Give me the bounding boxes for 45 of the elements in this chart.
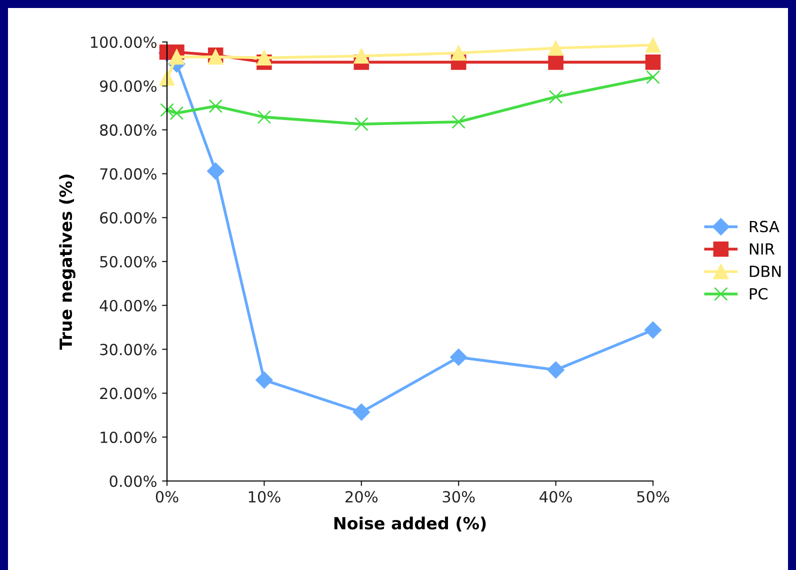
point	[352, 404, 370, 421]
y-tick-label: 50.00%	[100, 256, 156, 268]
x-axis-title: Noise added (%)	[334, 516, 486, 532]
x-tick-label: 50%	[637, 490, 670, 503]
point	[256, 371, 273, 389]
point	[645, 54, 661, 70]
y-tick-label: 60.00%	[100, 212, 156, 224]
point	[548, 40, 564, 56]
point	[354, 117, 368, 132]
point	[450, 348, 468, 366]
legend-label: NIR	[750, 243, 775, 255]
legend-label: DBN	[750, 266, 781, 277]
x-tick-label: 0%	[156, 490, 178, 503]
point	[645, 37, 661, 53]
y-tick-label: 70.00%	[100, 168, 156, 180]
y-tick-label: 80.00%	[100, 124, 156, 136]
point	[207, 162, 224, 180]
x-tick-label: 10%	[248, 490, 280, 503]
x-tick-label: 20%	[346, 490, 378, 503]
point	[170, 106, 184, 120]
point	[646, 70, 660, 84]
point	[450, 45, 466, 61]
point	[547, 361, 564, 378]
y-tick-label: 40.00%	[100, 300, 156, 312]
y-axis-title: True negatives (%)	[59, 174, 76, 350]
legend-label: PC	[750, 288, 768, 300]
y-tick-label: 90.00%	[100, 80, 156, 92]
point	[548, 54, 564, 70]
y-tick-label: 100.00%	[90, 36, 156, 48]
point	[644, 321, 662, 339]
x-tick-label: 40%	[540, 490, 572, 503]
point	[548, 90, 563, 104]
point	[208, 99, 223, 114]
y-tick-label: 10.00%	[100, 432, 156, 444]
point	[452, 114, 466, 129]
point	[169, 49, 184, 65]
point	[354, 48, 370, 64]
x-tick-label: 30%	[442, 490, 475, 503]
point	[256, 50, 272, 66]
y-tick-label: 20.00%	[100, 388, 156, 400]
point	[257, 110, 272, 124]
legend-label: RSA	[750, 220, 780, 232]
point	[160, 103, 174, 117]
y-tick-label: 30.00%	[100, 344, 156, 356]
y-tick-label: 0.00%	[110, 475, 156, 488]
